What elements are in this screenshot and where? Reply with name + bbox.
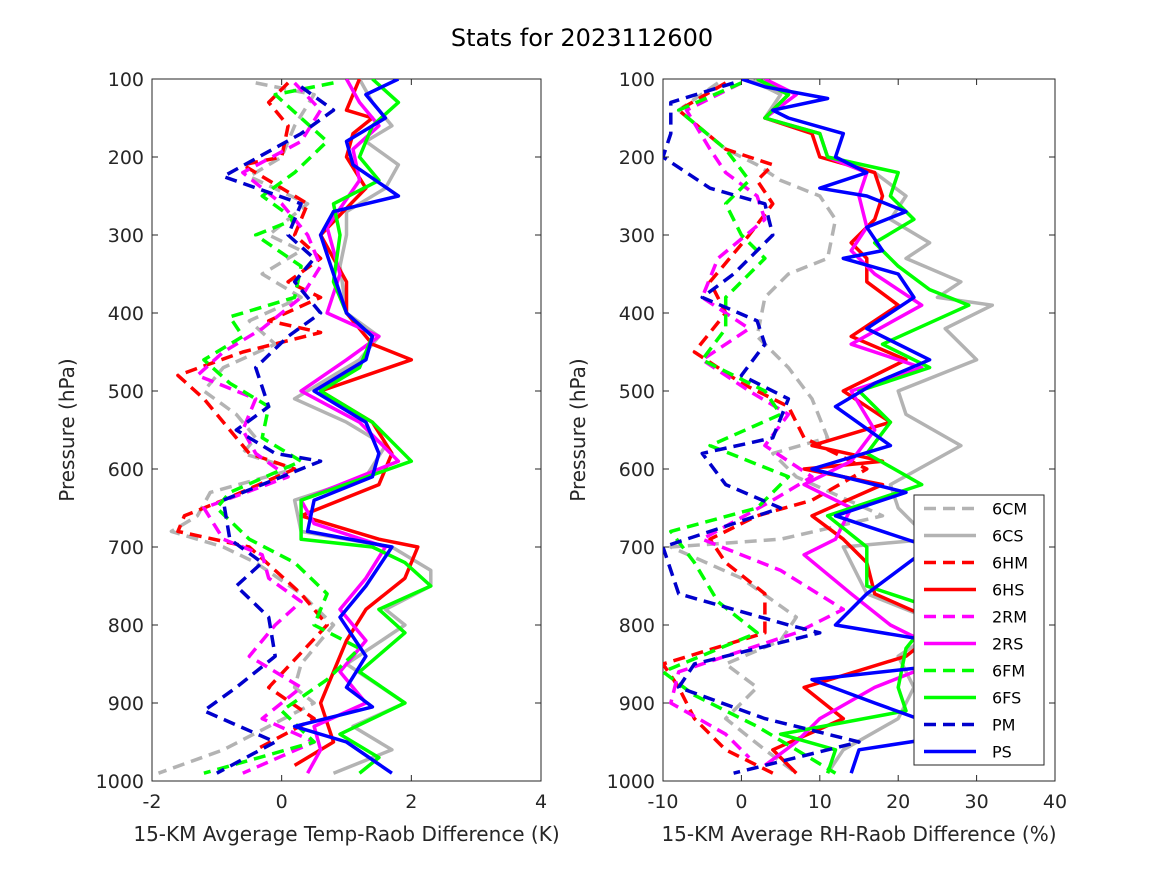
series-line-6cm bbox=[669, 81, 885, 775]
series-line-2rm bbox=[669, 81, 846, 759]
legend-label-6hm: 6HM bbox=[992, 554, 1028, 573]
series-line-6cs bbox=[292, 79, 433, 775]
y-tick-label: 900 bbox=[619, 693, 655, 715]
legend-label-6cs: 6CS bbox=[992, 527, 1024, 546]
axes-box bbox=[151, 78, 542, 782]
y-tick-label: 100 bbox=[619, 69, 655, 91]
legend-label-6hs: 6HS bbox=[992, 581, 1024, 600]
y-tick-label: 300 bbox=[619, 225, 655, 247]
series-line-pm bbox=[663, 81, 861, 775]
y-tick-label: 1000 bbox=[96, 771, 144, 793]
y-tick-label: 700 bbox=[108, 537, 144, 559]
y-tick-label: 800 bbox=[619, 615, 655, 637]
x-tick-label: 20 bbox=[886, 791, 910, 813]
y-tick-label: 800 bbox=[108, 615, 144, 637]
chart-title: Stats for 2023112600 bbox=[451, 24, 713, 52]
rh-difference-panel: -10 0 10 20 30 40 100 200 300 400 500 600 700 800 900 1… bbox=[566, 69, 1067, 846]
legend-label-2rs: 2RS bbox=[992, 635, 1023, 654]
x-tick-label: 2 bbox=[405, 791, 417, 813]
x-axis-label: 15-KM Avgerage Temp-Raob Difference (K) bbox=[133, 822, 559, 846]
x-tick-label: -10 bbox=[647, 791, 678, 813]
x-tick-label: 0 bbox=[735, 791, 747, 813]
series-line-6hm bbox=[176, 81, 329, 752]
legend-label-ps: PS bbox=[992, 743, 1012, 762]
x-tick-label: 4 bbox=[535, 791, 547, 813]
y-tick-label: 1000 bbox=[607, 771, 655, 793]
temp-difference-panel: -2 0 2 4 100 200 300 400 500 600 700 800 900 1000 15-K… bbox=[55, 69, 560, 846]
series-line-2rs bbox=[299, 79, 401, 775]
x-axis-label: 15-KM Average RH-Raob Difference (%) bbox=[661, 822, 1056, 846]
axes-box bbox=[662, 78, 1056, 782]
legend-label-6fm: 6FM bbox=[992, 662, 1025, 681]
y-axis-label: Pressure (hPa) bbox=[566, 358, 590, 501]
series-line-2rm bbox=[195, 81, 323, 775]
y-tick-label: 200 bbox=[108, 147, 144, 169]
series-group bbox=[157, 79, 433, 775]
y-tick-label: 200 bbox=[619, 147, 655, 169]
x-tick-label: 10 bbox=[808, 791, 832, 813]
series-line-ps bbox=[292, 79, 401, 775]
y-tick-label: 300 bbox=[108, 225, 144, 247]
y-tick-label: 500 bbox=[108, 381, 144, 403]
x-tick-label: 40 bbox=[1043, 791, 1067, 813]
y-tick-label: 400 bbox=[108, 303, 144, 325]
x-tick-label: 0 bbox=[276, 791, 288, 813]
legend-box bbox=[913, 494, 1045, 766]
y-axis-label: Pressure (hPa) bbox=[55, 358, 79, 501]
y-tick-label: 400 bbox=[619, 303, 655, 325]
legend-label-6cm: 6CM bbox=[992, 500, 1027, 519]
y-tick-label: 500 bbox=[619, 381, 655, 403]
series-line-6hm bbox=[663, 81, 869, 775]
series-line-pm bbox=[202, 85, 336, 775]
legend-label-pm: PM bbox=[992, 716, 1015, 735]
legend: 6CM 6CS 6HM 6HS 2RM 2RS 6FM 6FS PM PS bbox=[913, 494, 1045, 766]
y-tick-label: 900 bbox=[108, 693, 144, 715]
series-line-6fs bbox=[299, 79, 433, 775]
y-tick-label: 100 bbox=[108, 69, 144, 91]
y-tick-label: 700 bbox=[619, 537, 655, 559]
series-line-6fm bbox=[663, 81, 837, 775]
series-line-6cm bbox=[157, 81, 336, 775]
legend-label-6fs: 6FS bbox=[992, 689, 1021, 708]
y-tick-label: 600 bbox=[108, 459, 144, 481]
x-tick-label: -2 bbox=[143, 791, 162, 813]
series-line-6fm bbox=[202, 81, 362, 775]
x-tick-label: 30 bbox=[965, 791, 989, 813]
legend-label-2rm: 2RM bbox=[992, 608, 1027, 627]
y-tick-label: 600 bbox=[619, 459, 655, 481]
